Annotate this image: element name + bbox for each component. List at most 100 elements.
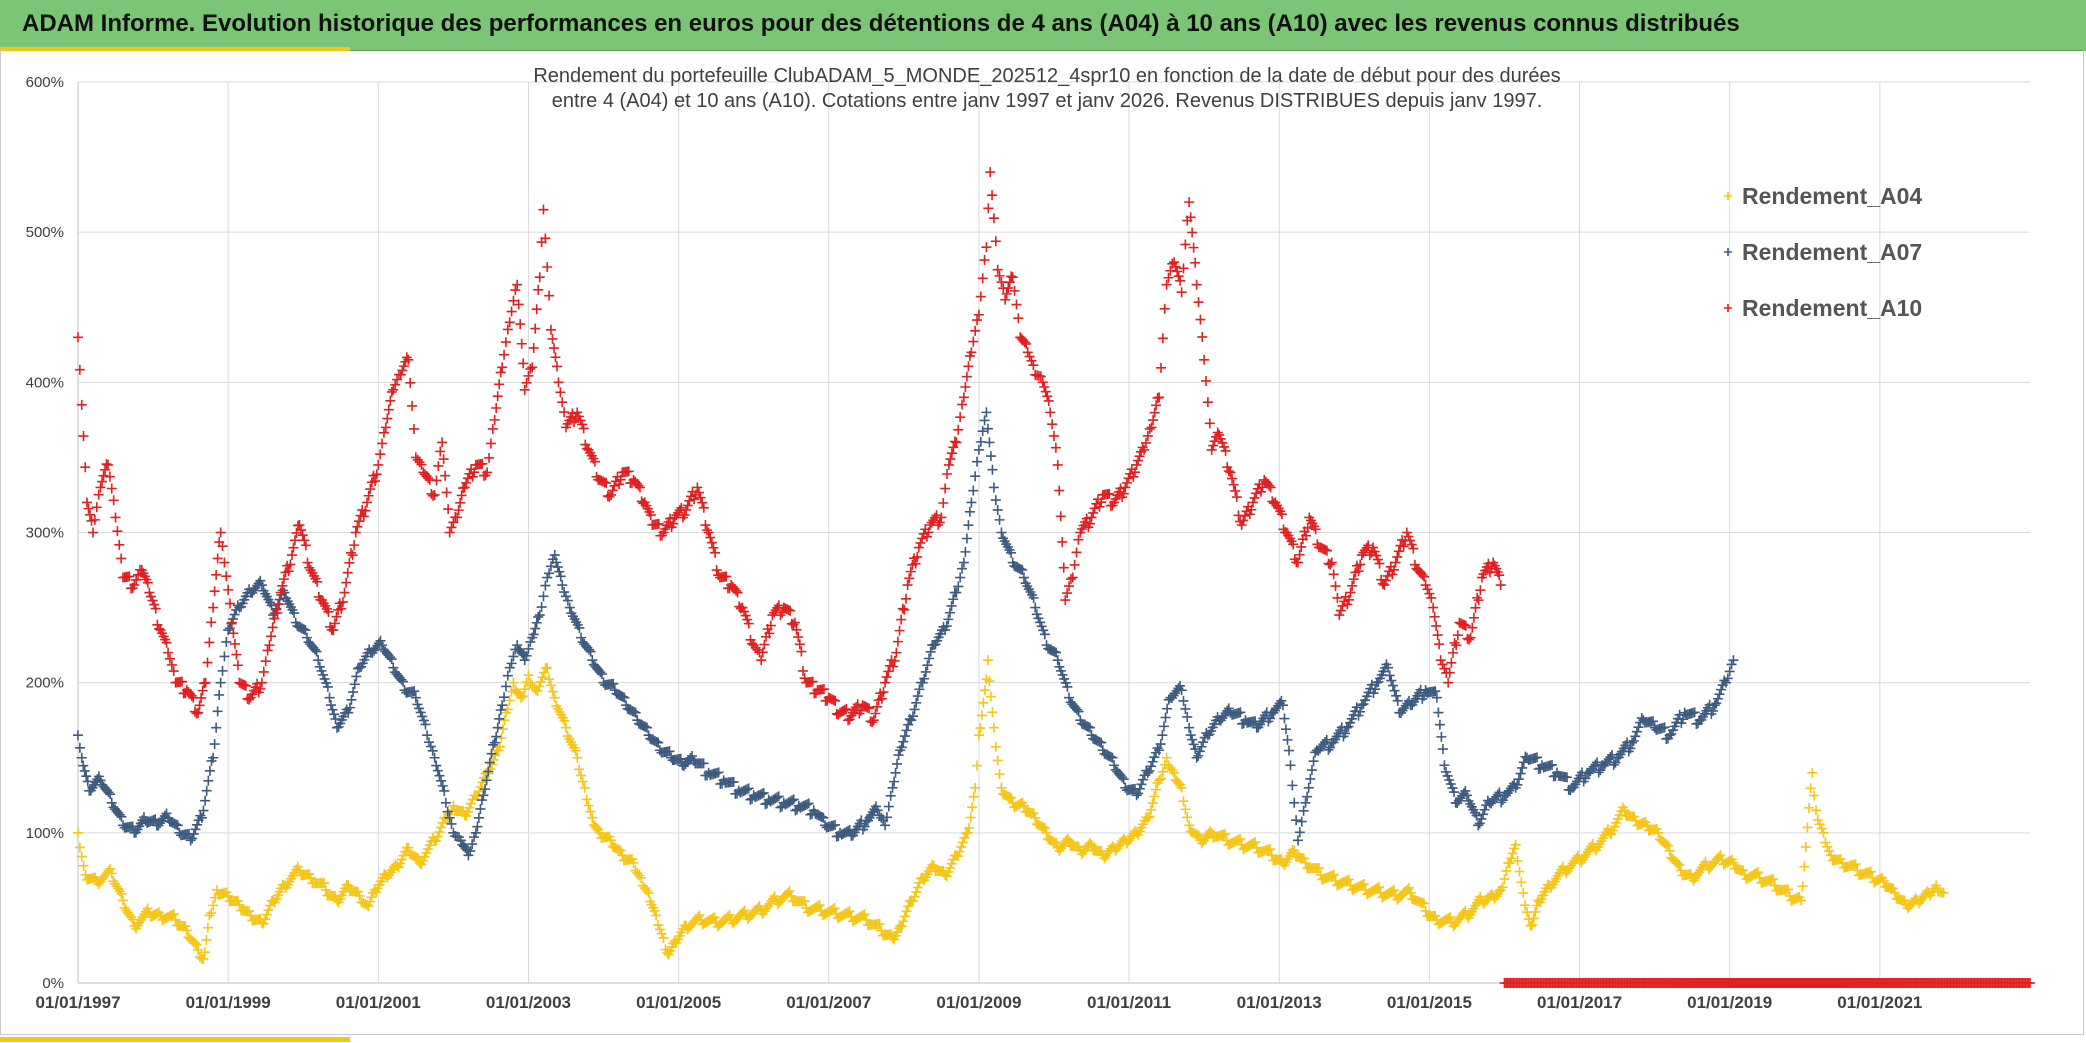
data-point (561, 591, 571, 602)
data-point (1797, 881, 1808, 892)
data-point (79, 765, 90, 776)
data-point (764, 628, 775, 639)
data-point (1298, 805, 1309, 816)
data-point (956, 842, 967, 853)
data-point (917, 533, 928, 544)
data-point (506, 306, 517, 317)
data-point (352, 886, 363, 897)
data-point (841, 704, 852, 715)
data-point (839, 704, 850, 715)
data-point (439, 785, 450, 796)
data-point (1051, 647, 1062, 658)
data-point (953, 851, 964, 862)
data-point (633, 480, 644, 491)
data-point (1084, 722, 1095, 733)
data-point (754, 901, 765, 912)
data-point (913, 542, 924, 553)
data-point (711, 565, 722, 576)
data-point (1431, 692, 1442, 703)
data-point (880, 820, 891, 831)
data-point (1195, 314, 1206, 325)
data-point (1128, 471, 1139, 482)
data-point (789, 617, 800, 628)
data-point (446, 522, 457, 533)
data-point (1528, 913, 1539, 924)
data-point (587, 812, 598, 823)
data-point (1342, 875, 1353, 886)
data-point (129, 580, 140, 591)
data-point (1220, 445, 1231, 456)
data-point (550, 352, 561, 363)
data-point (1436, 731, 1447, 742)
data-point (1140, 437, 1151, 448)
data-point (1160, 712, 1171, 723)
data-point (1045, 407, 1056, 418)
data-point (467, 471, 478, 482)
data-point (972, 760, 983, 771)
data-point (1422, 584, 1433, 595)
data-point (478, 790, 489, 801)
data-point (1370, 684, 1381, 695)
data-point (322, 681, 333, 692)
data-point (106, 483, 117, 494)
data-point (482, 467, 493, 478)
data-point (911, 697, 922, 708)
data-point (469, 832, 480, 843)
data-point (793, 632, 804, 643)
data-point (255, 575, 266, 586)
data-point (110, 512, 121, 523)
data-point (89, 514, 100, 525)
data-point (623, 466, 634, 477)
data-point (912, 551, 923, 562)
data-point (1391, 690, 1402, 701)
data-point (527, 362, 538, 373)
data-point (1233, 834, 1244, 845)
data-point (1567, 858, 1578, 869)
data-point (80, 462, 91, 473)
data-point (1728, 857, 1739, 868)
data-point (981, 242, 992, 253)
data-point (534, 681, 545, 692)
data-point (444, 812, 455, 823)
data-point (988, 213, 999, 224)
y-tick-label: 0% (42, 975, 64, 992)
data-point (410, 692, 421, 703)
data-point (830, 819, 841, 830)
data-point (486, 759, 497, 770)
data-point (615, 474, 626, 485)
data-point (521, 377, 532, 388)
data-point (285, 559, 296, 570)
data-point (536, 602, 547, 613)
data-point (1184, 722, 1195, 733)
data-point (1147, 756, 1158, 767)
data-point (326, 700, 337, 711)
data-point (983, 203, 994, 214)
data-point (455, 497, 466, 508)
data-point (219, 557, 230, 568)
data-point (936, 512, 947, 523)
data-point (1753, 867, 1764, 878)
data-point (496, 732, 507, 743)
data-point (545, 680, 556, 691)
data-point (904, 573, 915, 584)
data-point (365, 896, 376, 907)
data-point (431, 475, 442, 486)
data-point (217, 665, 228, 676)
data-point (1149, 752, 1160, 763)
data-point (1172, 266, 1183, 277)
data-point (708, 542, 719, 553)
data-point (1062, 588, 1073, 599)
data-point (945, 454, 956, 465)
data-point (1899, 895, 1910, 906)
data-point (1302, 791, 1313, 802)
data-point (549, 692, 560, 703)
data-point (577, 776, 588, 787)
data-point (491, 731, 502, 742)
data-point (581, 794, 592, 805)
chart-frame (0, 50, 2084, 1035)
data-point (973, 730, 984, 741)
data-point (78, 760, 89, 771)
data-point (519, 655, 530, 666)
data-point (1188, 242, 1199, 253)
data-point (1142, 812, 1153, 823)
